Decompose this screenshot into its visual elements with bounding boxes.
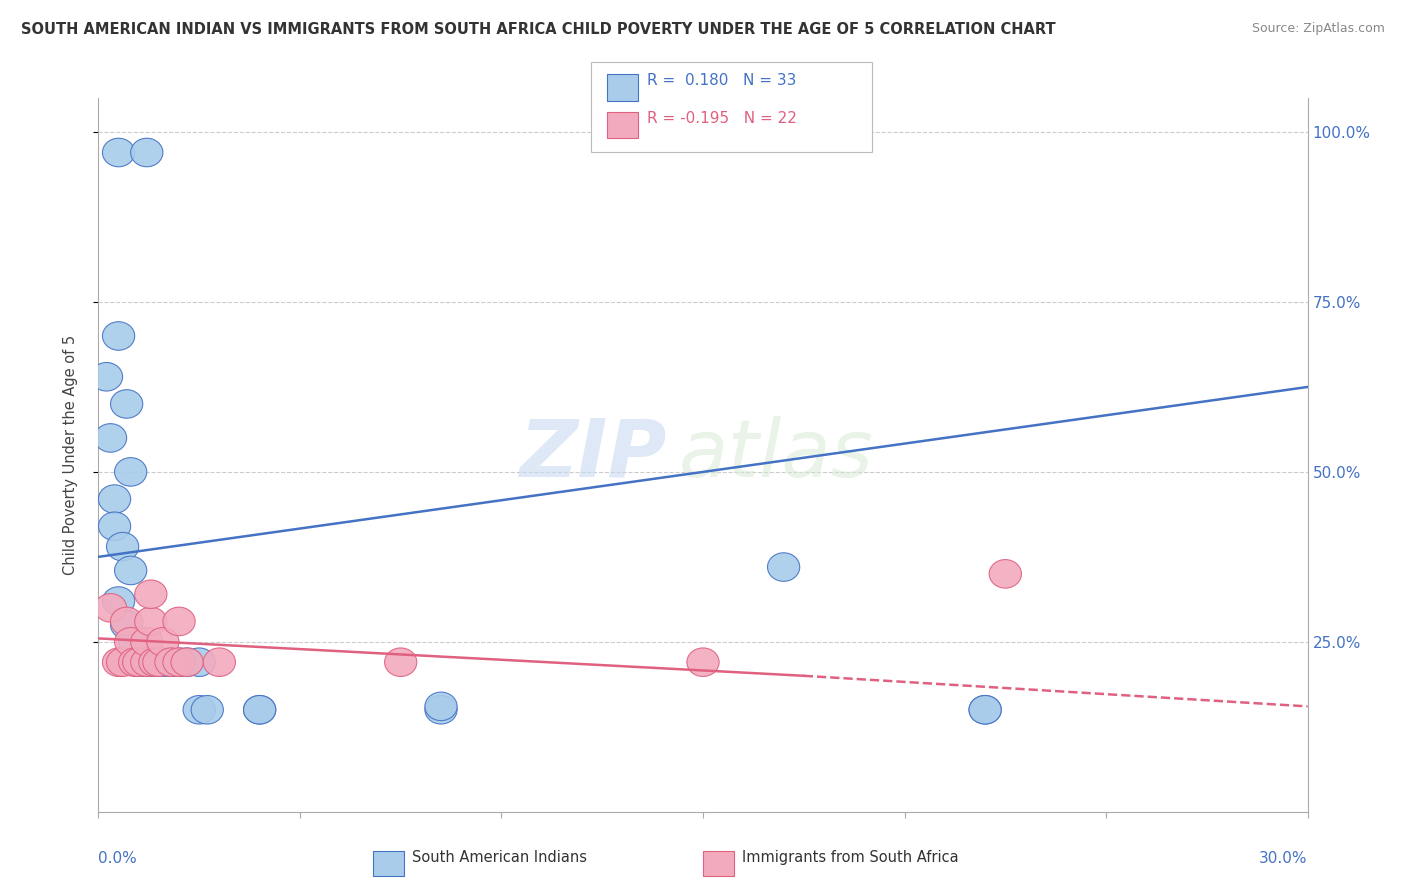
Ellipse shape (107, 533, 139, 561)
Ellipse shape (131, 138, 163, 167)
Ellipse shape (98, 485, 131, 514)
Ellipse shape (114, 557, 146, 585)
Ellipse shape (143, 648, 174, 676)
Ellipse shape (118, 628, 150, 657)
Ellipse shape (425, 692, 457, 721)
Ellipse shape (135, 580, 167, 608)
Text: 0.0%: 0.0% (98, 851, 138, 866)
Ellipse shape (107, 648, 139, 676)
Ellipse shape (425, 696, 457, 724)
Text: R = -0.195   N = 22: R = -0.195 N = 22 (647, 111, 797, 126)
Ellipse shape (969, 696, 1001, 724)
Ellipse shape (131, 648, 163, 676)
Ellipse shape (111, 610, 143, 639)
Ellipse shape (139, 648, 172, 676)
Ellipse shape (118, 648, 150, 676)
Y-axis label: Child Poverty Under the Age of 5: Child Poverty Under the Age of 5 (63, 334, 77, 575)
Ellipse shape (243, 696, 276, 724)
Ellipse shape (146, 648, 179, 676)
Ellipse shape (98, 512, 131, 541)
Text: SOUTH AMERICAN INDIAN VS IMMIGRANTS FROM SOUTH AFRICA CHILD POVERTY UNDER THE AG: SOUTH AMERICAN INDIAN VS IMMIGRANTS FROM… (21, 22, 1056, 37)
Ellipse shape (183, 648, 215, 676)
Ellipse shape (155, 648, 187, 676)
Ellipse shape (103, 587, 135, 615)
Ellipse shape (768, 553, 800, 582)
Ellipse shape (103, 322, 135, 351)
Text: Source: ZipAtlas.com: Source: ZipAtlas.com (1251, 22, 1385, 36)
Text: Immigrants from South Africa: Immigrants from South Africa (742, 850, 959, 865)
Text: R =  0.180   N = 33: R = 0.180 N = 33 (647, 73, 796, 88)
Ellipse shape (163, 648, 195, 676)
Ellipse shape (688, 648, 718, 676)
Ellipse shape (114, 458, 146, 486)
Ellipse shape (163, 607, 195, 636)
Ellipse shape (385, 648, 416, 676)
Ellipse shape (969, 696, 1001, 724)
Ellipse shape (990, 559, 1021, 588)
Ellipse shape (114, 628, 146, 657)
Ellipse shape (191, 696, 224, 724)
Ellipse shape (135, 648, 167, 676)
Ellipse shape (172, 648, 204, 676)
Ellipse shape (90, 362, 122, 391)
Ellipse shape (103, 648, 135, 676)
Text: South American Indians: South American Indians (412, 850, 586, 865)
Text: atlas: atlas (679, 416, 873, 494)
Ellipse shape (103, 138, 135, 167)
Ellipse shape (204, 648, 235, 676)
Ellipse shape (131, 628, 163, 657)
Ellipse shape (155, 648, 187, 676)
Ellipse shape (122, 648, 155, 676)
Ellipse shape (94, 424, 127, 452)
Ellipse shape (135, 607, 167, 636)
Ellipse shape (111, 390, 143, 418)
Ellipse shape (143, 648, 174, 676)
Ellipse shape (146, 628, 179, 657)
Ellipse shape (111, 607, 143, 636)
Ellipse shape (127, 648, 159, 676)
Text: ZIP: ZIP (519, 416, 666, 494)
Ellipse shape (122, 648, 155, 676)
Ellipse shape (94, 593, 127, 622)
Ellipse shape (155, 648, 187, 676)
Ellipse shape (172, 648, 204, 676)
Text: 30.0%: 30.0% (1260, 851, 1308, 866)
Ellipse shape (243, 696, 276, 724)
Ellipse shape (183, 696, 215, 724)
Ellipse shape (163, 648, 195, 676)
